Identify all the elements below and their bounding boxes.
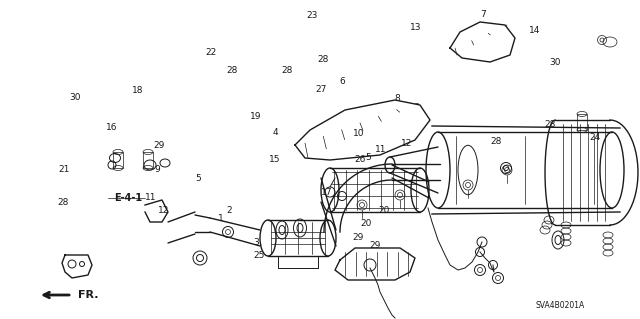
Text: 8: 8 xyxy=(394,94,399,103)
Text: 23: 23 xyxy=(307,11,318,20)
Text: 3: 3 xyxy=(253,238,259,247)
Text: 24: 24 xyxy=(589,133,601,142)
Text: 29: 29 xyxy=(153,141,164,150)
Text: SVA4B0201A: SVA4B0201A xyxy=(536,300,584,309)
Text: 11: 11 xyxy=(375,145,387,154)
Text: 29: 29 xyxy=(353,233,364,242)
Text: 28: 28 xyxy=(281,66,292,75)
Bar xyxy=(577,114,587,130)
Text: 12: 12 xyxy=(401,139,412,148)
Text: 30: 30 xyxy=(70,93,81,102)
Text: E-4-1: E-4-1 xyxy=(114,193,142,203)
Text: 18: 18 xyxy=(132,86,143,95)
Text: 28: 28 xyxy=(226,66,237,75)
Text: 2: 2 xyxy=(227,206,232,215)
Text: 7: 7 xyxy=(481,10,486,19)
Text: 9: 9 xyxy=(154,165,159,174)
Text: 20: 20 xyxy=(378,206,390,215)
Text: 19: 19 xyxy=(250,112,262,121)
Text: 6: 6 xyxy=(340,77,345,86)
Text: 11: 11 xyxy=(145,193,156,202)
Text: 22: 22 xyxy=(205,48,217,57)
Text: FR.: FR. xyxy=(77,290,99,300)
Text: 13: 13 xyxy=(410,23,422,32)
Text: 4: 4 xyxy=(273,128,278,137)
Bar xyxy=(143,152,153,168)
Text: 25: 25 xyxy=(253,251,265,260)
Text: 12: 12 xyxy=(157,206,169,215)
Text: 20: 20 xyxy=(360,219,372,228)
Text: 28: 28 xyxy=(545,120,556,129)
Text: 5: 5 xyxy=(196,174,201,183)
Text: 28: 28 xyxy=(490,137,502,146)
Text: 14: 14 xyxy=(529,26,540,35)
Text: 1: 1 xyxy=(218,214,223,223)
Text: 16: 16 xyxy=(106,123,118,132)
Text: 5: 5 xyxy=(365,153,371,162)
Text: 26: 26 xyxy=(354,155,365,164)
Text: 15: 15 xyxy=(269,155,281,164)
Bar xyxy=(113,152,123,168)
Text: 29: 29 xyxy=(369,241,381,250)
Text: 10: 10 xyxy=(353,130,364,138)
Text: 28: 28 xyxy=(317,55,329,63)
Text: 17: 17 xyxy=(321,189,332,197)
Text: 28: 28 xyxy=(57,198,68,207)
Text: 21: 21 xyxy=(58,165,70,174)
Text: 27: 27 xyxy=(316,85,327,94)
Text: 30: 30 xyxy=(550,58,561,67)
